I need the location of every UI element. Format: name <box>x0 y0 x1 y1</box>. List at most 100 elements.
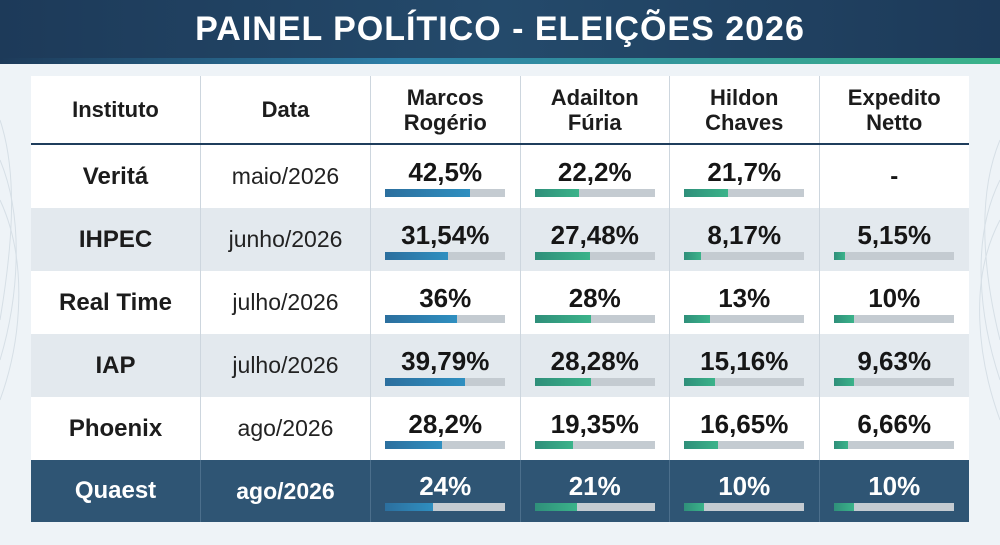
percentage-cell: 24% <box>371 460 521 522</box>
institute-cell: Real Time <box>31 271 201 334</box>
percentage-value: 15,16% <box>700 345 789 376</box>
percentage-bar-track <box>684 503 805 511</box>
percentage-bar-fill <box>834 440 848 449</box>
percentage-cell: 10% <box>670 460 820 522</box>
percentage-cell: 9,63% <box>820 334 970 397</box>
percentage-cell: 19,35% <box>521 397 670 460</box>
percentage-value: 28,2% <box>408 408 483 439</box>
header-accent-stripe <box>0 58 1000 64</box>
percentage-value: 39,79% <box>401 345 490 376</box>
percentage-cell: 28,28% <box>521 334 670 397</box>
percentage-value: 9,63% <box>857 345 932 376</box>
percentage-bar-track <box>834 314 955 323</box>
percentage-bar-track <box>385 314 506 323</box>
percentage-value: 19,35% <box>550 408 639 439</box>
percentage-bar-track <box>834 440 955 449</box>
percentage-bar-track <box>834 377 955 386</box>
percentage-value: 10% <box>718 471 771 501</box>
percentage-cell: 21,7% <box>670 145 820 208</box>
header-date: Data <box>201 76 371 143</box>
header-candidate-expedito: Expedito Netto <box>847 84 941 135</box>
poll-date: julho/2026 <box>232 352 339 378</box>
percentage-cell: 31,54% <box>371 208 521 271</box>
percentage-bar-track <box>684 188 805 197</box>
percentage-value: 13% <box>718 282 771 313</box>
percentage-value: 10% <box>868 282 921 313</box>
percentage-cell: 27,48% <box>521 208 670 271</box>
date-cell: ago/2026 <box>201 397 371 460</box>
institute-name: IHPEC <box>78 225 153 253</box>
percentage-cell: 6,66% <box>820 397 970 460</box>
percentage-cell: 5,15% <box>820 208 970 271</box>
percentage-cell: 15,16% <box>670 334 820 397</box>
percentage-value: 6,66% <box>857 408 932 439</box>
percentage-bar-fill <box>385 188 471 197</box>
percentage-value: 24% <box>419 471 472 501</box>
percentage-bar-fill <box>834 377 854 386</box>
percentage-bar-track <box>534 251 655 260</box>
percentage-value: 5,15% <box>857 219 932 250</box>
percentage-bar-fill <box>385 503 434 511</box>
date-cell: junho/2026 <box>201 208 371 271</box>
percentage-value: 27,48% <box>550 219 639 250</box>
percentage-bar-fill <box>534 251 590 260</box>
header-candidate-hildon: Hildon Chaves <box>670 76 820 143</box>
percentage-cell: 39,79% <box>371 334 521 397</box>
institute-cell: Quaest <box>31 460 201 522</box>
percentage-value: 10% <box>868 471 921 501</box>
poll-date: junho/2026 <box>228 226 343 252</box>
percentage-cell: 36% <box>371 271 521 334</box>
percentage-value: 31,54% <box>401 219 490 250</box>
percentage-bar-track <box>385 440 506 449</box>
percentage-bar-fill <box>684 377 715 386</box>
percentage-bar-track <box>534 377 655 386</box>
percentage-bar-fill <box>834 251 845 260</box>
percentage-cell: 21% <box>521 460 670 522</box>
percentage-value: 42,5% <box>408 156 483 187</box>
header-institute: Instituto <box>31 76 201 143</box>
percentage-bar-track <box>385 503 506 511</box>
institute-cell: Veritá <box>31 145 201 208</box>
percentage-bar-fill <box>684 251 701 260</box>
institute-cell: IAP <box>31 334 201 397</box>
percentage-bar-track <box>684 314 805 323</box>
percentage-bar-track <box>534 440 655 449</box>
percentage-bar-fill <box>534 503 577 511</box>
institute-name: Quaest <box>74 477 157 504</box>
percentage-value: 16,65% <box>700 408 789 439</box>
poll-table: Instituto Data Marcos Rogério Adailton Fúr… <box>31 76 969 522</box>
percentage-cell: 28% <box>521 271 670 334</box>
institute-name: Real Time <box>59 288 172 316</box>
percentage-bar-fill <box>534 188 580 197</box>
percentage-cell: 42,5% <box>371 145 521 208</box>
percentage-bar-track <box>684 251 805 260</box>
institute-name: IAP <box>95 351 136 379</box>
poll-date: julho/2026 <box>232 289 339 315</box>
percentage-bar-fill <box>534 377 592 386</box>
poll-date: ago/2026 <box>236 477 335 504</box>
percentage-value: 21% <box>568 471 621 501</box>
table-header-row: Instituto Data Marcos Rogério Adailton Fúr… <box>31 76 969 145</box>
percentage-cell: 10% <box>820 460 970 522</box>
percentage-cell: - <box>820 145 970 208</box>
percentage-cell: 22,2% <box>521 145 670 208</box>
header-candidate-marcos: Marcos Rogério <box>371 76 521 143</box>
percentage-bar-track <box>534 314 655 323</box>
percentage-bar-track <box>534 188 655 197</box>
percentage-bar-track <box>834 503 955 511</box>
percentage-bar-track <box>534 503 655 511</box>
poll-date: ago/2026 <box>237 415 334 441</box>
date-cell: maio/2026 <box>201 145 371 208</box>
page-title: PAINEL POLÍTICO - ELEIÇÕES 2026 <box>195 9 805 48</box>
date-cell: julho/2026 <box>201 271 371 334</box>
percentage-bar-fill <box>684 503 705 511</box>
percentage-bar-fill <box>385 251 449 260</box>
percentage-cell: 8,17% <box>670 208 820 271</box>
percentage-cell: 10% <box>820 271 970 334</box>
percentage-bar-fill <box>385 440 442 449</box>
percentage-cell: 28,2% <box>371 397 521 460</box>
percentage-bar-fill <box>385 377 465 386</box>
institute-cell: Phoenix <box>31 397 201 460</box>
percentage-bar-track <box>684 377 805 386</box>
table-row: IAP julho/2026 39,79% 28,28% 15,16% 9,63% <box>31 334 969 397</box>
